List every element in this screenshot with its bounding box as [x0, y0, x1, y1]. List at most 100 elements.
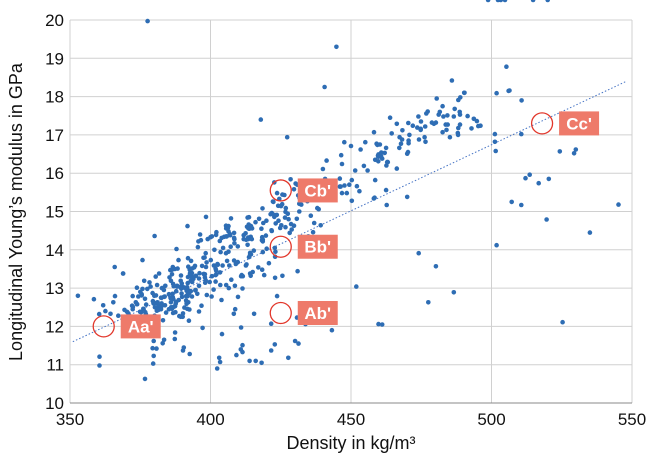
- data-point: [166, 291, 172, 297]
- data-point: [471, 116, 477, 122]
- data-point: [251, 311, 257, 317]
- data-point: [214, 366, 220, 371]
- data-point: [204, 292, 210, 298]
- data-point: [203, 214, 209, 220]
- data-point: [426, 300, 431, 305]
- data-point: [587, 230, 593, 235]
- annotation-circle: [269, 301, 292, 325]
- data-point: [571, 151, 577, 156]
- data-point: [485, 0, 491, 3]
- data-point: [142, 296, 148, 302]
- data-point: [379, 150, 384, 155]
- data-point: [270, 199, 276, 204]
- data-point: [418, 127, 424, 133]
- data-point: [172, 266, 178, 272]
- data-point: [440, 129, 445, 135]
- data-point: [437, 109, 443, 115]
- data-point: [297, 201, 302, 207]
- data-point: [259, 267, 265, 273]
- data-point: [536, 180, 541, 186]
- data-point: [349, 198, 355, 204]
- data-point: [247, 358, 252, 364]
- data-point: [274, 293, 280, 299]
- data-point: [560, 319, 565, 325]
- data-point: [379, 322, 385, 327]
- data-point: [238, 325, 244, 330]
- y-tick-label: 10: [45, 394, 64, 413]
- data-point: [352, 168, 358, 173]
- data-point: [406, 120, 411, 126]
- data-point: [219, 331, 225, 337]
- data-point: [371, 129, 377, 135]
- data-point: [151, 338, 156, 344]
- data-point: [111, 300, 116, 305]
- data-point: [208, 257, 214, 263]
- data-point: [259, 237, 265, 243]
- data-point: [213, 279, 218, 284]
- data-point: [282, 215, 288, 220]
- data-point: [172, 336, 178, 342]
- data-point: [253, 358, 258, 364]
- data-point: [256, 216, 262, 222]
- data-point: [363, 139, 368, 145]
- data-point: [185, 255, 191, 261]
- data-point: [493, 148, 499, 154]
- annotation-label-box: [120, 314, 161, 339]
- data-point: [320, 166, 326, 172]
- data-point: [243, 237, 249, 243]
- data-point: [494, 90, 499, 96]
- data-point: [163, 310, 169, 315]
- data-point: [465, 113, 470, 119]
- data-point: [383, 187, 389, 193]
- data-point: [283, 205, 289, 211]
- data-point: [272, 275, 278, 281]
- data-point: [406, 138, 411, 143]
- data-point: [154, 282, 160, 288]
- data-point: [573, 147, 579, 152]
- y-tick-label: 20: [45, 11, 64, 30]
- data-point: [273, 249, 278, 254]
- data-point: [100, 303, 106, 308]
- data-point: [415, 125, 420, 130]
- data-point: [405, 149, 411, 155]
- data-point: [404, 194, 410, 200]
- data-point: [179, 294, 185, 300]
- data-point: [231, 311, 237, 317]
- data-point: [189, 294, 195, 299]
- data-point: [456, 125, 461, 131]
- data-point: [258, 117, 264, 122]
- data-point: [283, 224, 288, 230]
- data-point: [449, 78, 455, 83]
- data-point: [151, 353, 156, 359]
- data-point: [259, 360, 264, 366]
- data-point: [211, 263, 217, 268]
- data-point: [416, 250, 422, 256]
- data-point: [234, 352, 239, 358]
- data-point: [174, 283, 180, 289]
- data-point: [457, 109, 463, 115]
- data-point: [153, 274, 158, 279]
- data-point: [187, 272, 193, 278]
- data-point: [384, 163, 389, 168]
- data-point: [217, 359, 223, 365]
- y-tick-label: 11: [46, 356, 64, 375]
- data-point: [295, 268, 300, 274]
- data-point: [223, 282, 229, 288]
- data-point: [523, 175, 528, 181]
- data-point: [150, 361, 156, 366]
- data-point: [544, 217, 549, 222]
- data-point: [498, 0, 504, 3]
- data-point: [171, 283, 176, 289]
- data-point: [152, 233, 157, 239]
- data-point: [261, 220, 266, 226]
- data-point: [347, 182, 352, 187]
- data-point: [394, 121, 400, 127]
- data-point: [357, 188, 362, 194]
- data-point: [182, 305, 187, 310]
- data-point: [218, 282, 223, 288]
- data-point: [276, 218, 281, 223]
- data-point: [268, 321, 274, 327]
- annotation-circle: [269, 235, 292, 258]
- data-point: [235, 244, 241, 249]
- annotation-label: Ab': [304, 304, 331, 323]
